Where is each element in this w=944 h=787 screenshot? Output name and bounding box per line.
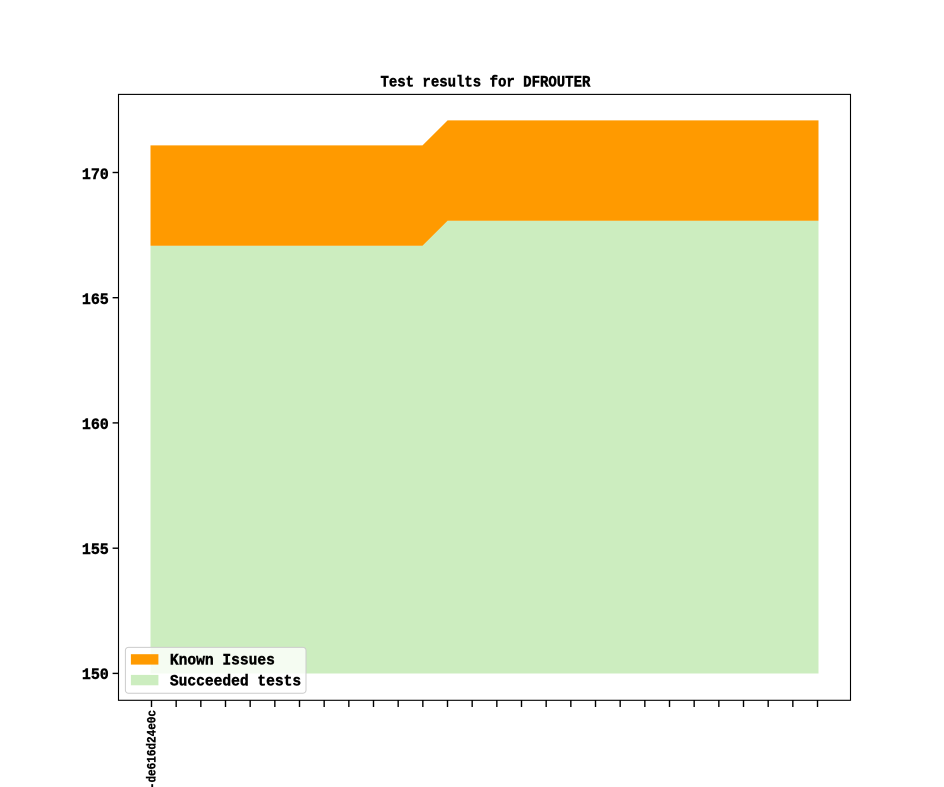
svg-text:160: 160 <box>82 416 109 435</box>
svg-text:Known Issues: Known Issues <box>170 651 275 670</box>
svg-text:Succeeded tests: Succeeded tests <box>170 672 301 691</box>
svg-text:150: 150 <box>82 665 109 684</box>
svg-text:170: 170 <box>82 165 109 184</box>
svg-text:155: 155 <box>82 541 109 560</box>
svg-text:0-de616d24e0c: 0-de616d24e0c <box>145 710 160 787</box>
svg-text:Test results for DFROUTER: Test results for DFROUTER <box>380 75 590 92</box>
svg-text:165: 165 <box>82 291 109 310</box>
